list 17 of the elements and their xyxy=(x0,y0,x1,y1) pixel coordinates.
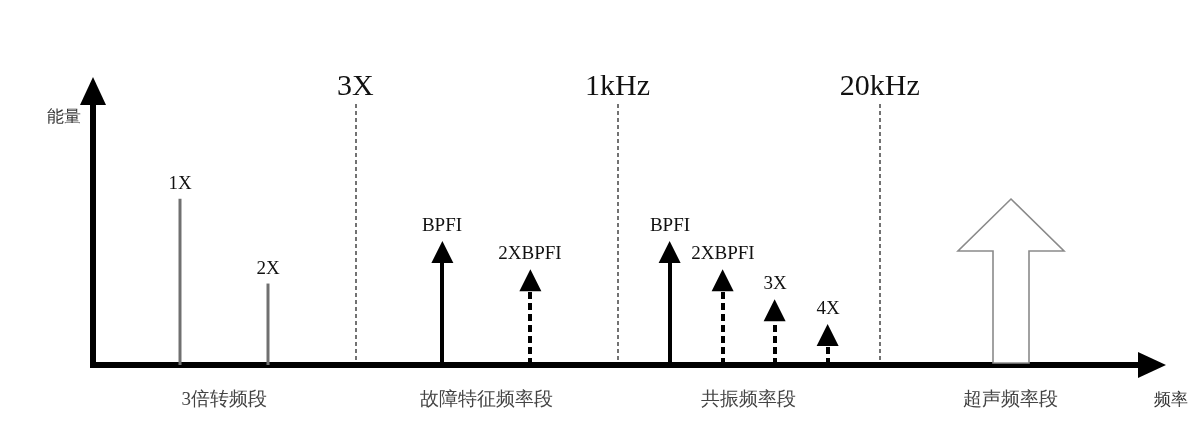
text: BPFI xyxy=(421,213,463,235)
series-label: 2X xyxy=(256,256,280,278)
series-label: 4X xyxy=(816,297,840,319)
x-tick-label: 故障特征频率段 xyxy=(419,388,553,409)
y-axis-title: 能量 xyxy=(47,106,81,126)
x-tick-label: 超声频率段 xyxy=(963,388,1059,409)
series-label: 3X xyxy=(763,272,787,294)
text: 3X xyxy=(336,67,374,101)
x-axis-title: 频率 xyxy=(1154,390,1188,409)
text: 20kHz xyxy=(839,67,920,101)
text: 1kHz xyxy=(585,67,650,101)
x-tick-label: 3倍转频段 xyxy=(181,388,267,409)
text: 2XBPFI xyxy=(498,242,562,264)
x-tick-label: 共振频率段 xyxy=(701,388,797,409)
series-label: 2XBPFI xyxy=(691,242,755,264)
series-label: BPFI xyxy=(649,213,691,235)
series-label: 1X xyxy=(168,171,192,193)
